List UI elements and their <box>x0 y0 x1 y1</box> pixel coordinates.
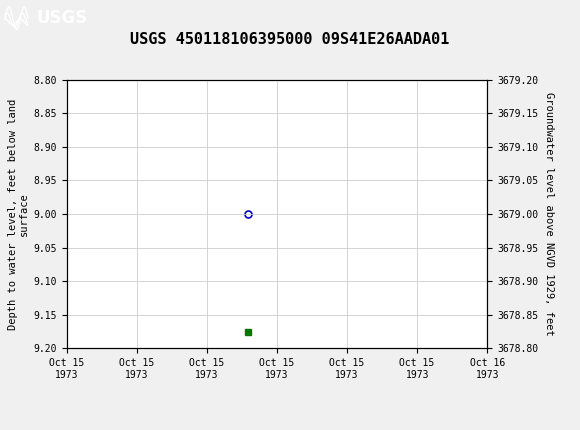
Text: USGS 450118106395000 09S41E26AADA01: USGS 450118106395000 09S41E26AADA01 <box>130 32 450 47</box>
Y-axis label: Groundwater level above NGVD 1929, feet: Groundwater level above NGVD 1929, feet <box>543 92 553 336</box>
Bar <box>2 3 34 32</box>
Text: USGS: USGS <box>36 9 87 27</box>
Y-axis label: Depth to water level, feet below land
surface: Depth to water level, feet below land su… <box>8 98 30 329</box>
